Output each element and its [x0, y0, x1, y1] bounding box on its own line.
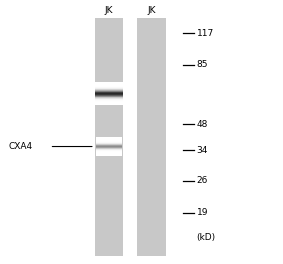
- Bar: [95, 84, 123, 85]
- Text: 48: 48: [197, 120, 208, 129]
- Text: (kD): (kD): [197, 233, 216, 242]
- Text: 19: 19: [197, 208, 208, 217]
- Bar: [95, 96, 123, 97]
- Text: 117: 117: [197, 29, 214, 37]
- Bar: [95, 83, 123, 84]
- Bar: [96, 145, 122, 146]
- Bar: [137, 18, 166, 256]
- Bar: [95, 89, 123, 90]
- Text: CXA4: CXA4: [8, 142, 33, 151]
- Bar: [95, 100, 123, 101]
- Bar: [96, 137, 122, 138]
- Bar: [95, 82, 123, 83]
- Bar: [96, 152, 122, 153]
- Bar: [95, 98, 123, 99]
- Bar: [95, 102, 123, 103]
- Bar: [96, 147, 122, 148]
- Bar: [95, 95, 123, 96]
- Bar: [96, 141, 122, 142]
- Text: 85: 85: [197, 60, 208, 69]
- Bar: [95, 18, 123, 256]
- Bar: [96, 144, 122, 145]
- Text: 26: 26: [197, 176, 208, 185]
- Bar: [95, 104, 123, 105]
- Bar: [96, 154, 122, 155]
- Bar: [96, 142, 122, 143]
- Bar: [95, 93, 123, 94]
- Text: JK: JK: [105, 6, 113, 15]
- Bar: [96, 146, 122, 147]
- Bar: [96, 150, 122, 151]
- Text: 34: 34: [197, 146, 208, 155]
- Bar: [96, 140, 122, 141]
- Bar: [96, 143, 122, 144]
- Bar: [95, 86, 123, 87]
- Bar: [95, 97, 123, 98]
- Bar: [95, 92, 123, 93]
- Bar: [95, 85, 123, 86]
- Bar: [95, 88, 123, 89]
- Text: JK: JK: [147, 6, 156, 15]
- Bar: [96, 155, 122, 156]
- Bar: [95, 90, 123, 91]
- Bar: [96, 138, 122, 139]
- Bar: [95, 103, 123, 104]
- Bar: [95, 87, 123, 88]
- Bar: [96, 151, 122, 152]
- Bar: [96, 153, 122, 154]
- Bar: [95, 101, 123, 102]
- Bar: [95, 94, 123, 95]
- Bar: [96, 139, 122, 140]
- Bar: [96, 149, 122, 150]
- Bar: [95, 91, 123, 92]
- Bar: [96, 148, 122, 149]
- Bar: [95, 99, 123, 100]
